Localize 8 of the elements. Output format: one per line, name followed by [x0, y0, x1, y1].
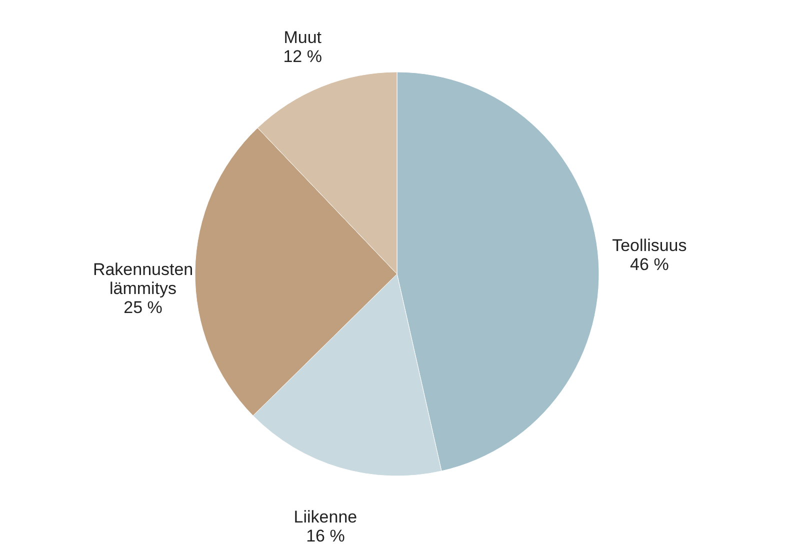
data-label: 16 %: [306, 526, 345, 546]
slice-label: Muut: [284, 28, 322, 48]
slice-label: Teollisuus: [612, 236, 687, 255]
data-label: 12 %: [283, 47, 322, 66]
data-label: 46 %: [630, 254, 669, 274]
slice-label: Liikenne: [294, 508, 358, 527]
slice-label: Rakennusten lämmitys: [92, 260, 194, 298]
data-label: 25 %: [124, 298, 162, 317]
